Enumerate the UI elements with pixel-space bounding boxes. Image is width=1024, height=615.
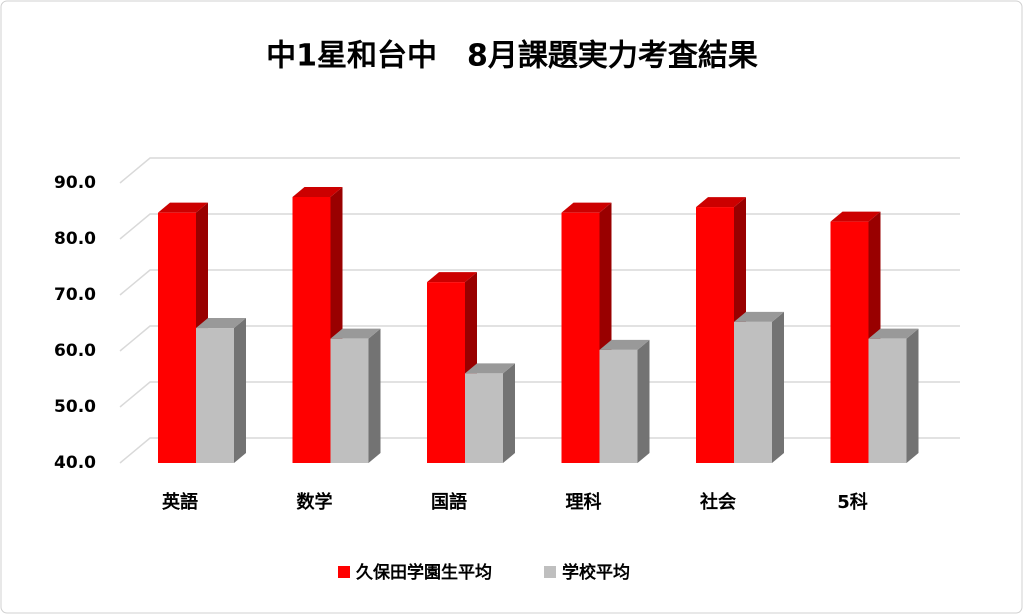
bar: [868, 328, 919, 463]
bar-face: [599, 349, 638, 463]
y-tick-label: 50.0: [54, 397, 96, 417]
bar-face: [772, 311, 784, 463]
bar-face: [330, 328, 381, 339]
bar-face: [368, 328, 381, 463]
bar-face: [503, 363, 515, 463]
x-tick-label: 社会: [700, 491, 736, 513]
bar-face: [427, 272, 477, 283]
bar-face: [196, 328, 234, 463]
bar-face: [868, 328, 919, 339]
bar-face: [196, 318, 246, 329]
bar: [330, 328, 381, 463]
bar: [561, 202, 612, 463]
x-tick-label: 数学: [297, 491, 333, 513]
bar: [196, 318, 246, 463]
bar-face: [830, 221, 869, 463]
bar-face: [427, 282, 465, 463]
x-tick-label: 国語: [431, 491, 467, 513]
bar-face: [734, 321, 772, 463]
grid-line: [119, 213, 960, 240]
bar-face: [465, 363, 515, 374]
bar-face: [734, 311, 784, 322]
bar-face: [234, 318, 246, 463]
chart-title: 中1星和台中 8月課題実力考査結果: [266, 39, 758, 74]
bar: [599, 339, 650, 463]
legend-swatch: [338, 566, 350, 578]
bar-face: [158, 212, 196, 463]
grid-line: [119, 381, 960, 408]
legend-label: 学校平均: [562, 562, 630, 583]
bar-face: [868, 338, 907, 463]
bar: [734, 311, 784, 463]
y-tick-label: 80.0: [54, 229, 96, 249]
bar-face: [158, 202, 208, 213]
bar-face: [561, 202, 612, 213]
grid-line: [119, 157, 960, 184]
x-tick-label: 理科: [566, 491, 602, 513]
legend-label: 久保田学園生平均: [356, 562, 492, 583]
bar-face: [330, 338, 369, 463]
bar-face: [637, 339, 650, 463]
x-tick-label: 英語: [161, 491, 198, 513]
bar-face: [906, 328, 919, 463]
bar-face: [696, 207, 734, 463]
bar-face: [292, 187, 343, 197]
y-tick-label: 60.0: [54, 341, 96, 361]
bar-face: [561, 212, 600, 463]
bar-face: [830, 211, 881, 222]
y-tick-label: 90.0: [54, 173, 96, 193]
y-tick-label: 40.0: [54, 453, 96, 473]
x-tick-label: 5科: [837, 491, 868, 513]
grid-line: [119, 325, 960, 352]
bar-face: [292, 197, 331, 463]
grid-line: [119, 269, 960, 296]
y-tick-label: 70.0: [54, 285, 96, 305]
bar-face: [465, 373, 503, 463]
legend-swatch: [544, 566, 556, 578]
bar-face: [696, 197, 746, 208]
bar: [465, 363, 515, 463]
grid-line: [119, 437, 960, 464]
bar-face: [599, 339, 650, 350]
